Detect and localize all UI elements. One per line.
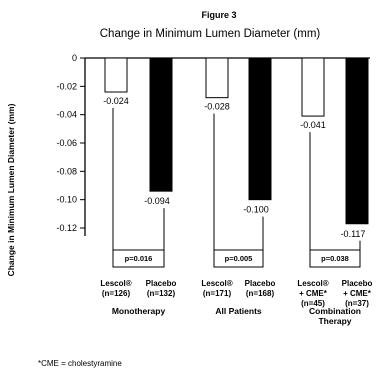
category-label: (n=132) [147, 289, 176, 298]
y-tick-label: -0.10 [56, 195, 77, 205]
category-label: Lescol® [100, 279, 131, 288]
y-tick-label: -0.02 [56, 81, 77, 91]
category-label: Placebo [245, 279, 276, 288]
p-value-box [112, 249, 165, 268]
y-tick-label: -0.08 [56, 166, 77, 176]
value-label: -0.024 [103, 96, 129, 106]
category-label: + CME* [343, 289, 372, 298]
bars: -0.024 -0.094 -0.028 -0.100 -0.041 -0.117 [103, 57, 369, 239]
y-tick-label: -0.12 [56, 223, 77, 233]
category-label: Lescol® [201, 279, 232, 288]
group-label: Monotherapy [112, 306, 166, 316]
chart-title: Change in Minimum Lumen Diameter (mm) [100, 28, 321, 40]
p-value: p=0.016 [125, 254, 153, 263]
bar [248, 57, 272, 201]
p-value: p=0.038 [321, 254, 349, 263]
bar [149, 57, 173, 192]
footnote: *CME = cholestyramine [38, 359, 122, 368]
bar [205, 57, 229, 99]
group-label: All Patients [215, 306, 262, 316]
bar [301, 57, 325, 117]
value-label: -0.041 [300, 120, 326, 130]
bar [345, 57, 369, 225]
category-label: (n=171) [203, 289, 232, 298]
category-label: (n=168) [246, 289, 275, 298]
category-label: Lescol® [297, 279, 328, 288]
p-value-box [309, 249, 361, 268]
group-label: Therapy [318, 316, 351, 326]
category-label: Placebo [146, 279, 177, 288]
value-label: -0.117 [341, 229, 366, 239]
group-label: Combination [309, 306, 361, 316]
category-label: (n=37) [345, 299, 369, 308]
group-labels: Monotherapy All Patients CombinationTherap… [112, 306, 361, 326]
figure-label: Figure 3 [201, 10, 236, 20]
y-tick-label: -0.06 [56, 138, 77, 148]
value-label: -0.094 [144, 196, 170, 206]
category-label: + CME* [299, 289, 328, 298]
bar [104, 57, 128, 93]
value-label: -0.100 [243, 205, 269, 215]
p-value-box [213, 249, 264, 268]
value-label: -0.028 [204, 102, 230, 112]
p-values: p=0.016 p=0.005 p=0.038 [112, 108, 361, 268]
category-labels: Lescol®(n=126)Placebo(n=132)Lescol®(n=17… [100, 279, 372, 308]
y-tick-label: 0 [72, 53, 77, 63]
category-label: Placebo [342, 279, 373, 288]
category-label: (n=126) [102, 289, 131, 298]
category-label: (n=45) [301, 299, 325, 308]
p-value: p=0.005 [225, 254, 253, 263]
y-axis-label: Change in Minimum Lumen Diameter (mm) [6, 103, 16, 276]
y-tick-label: -0.04 [56, 110, 77, 120]
